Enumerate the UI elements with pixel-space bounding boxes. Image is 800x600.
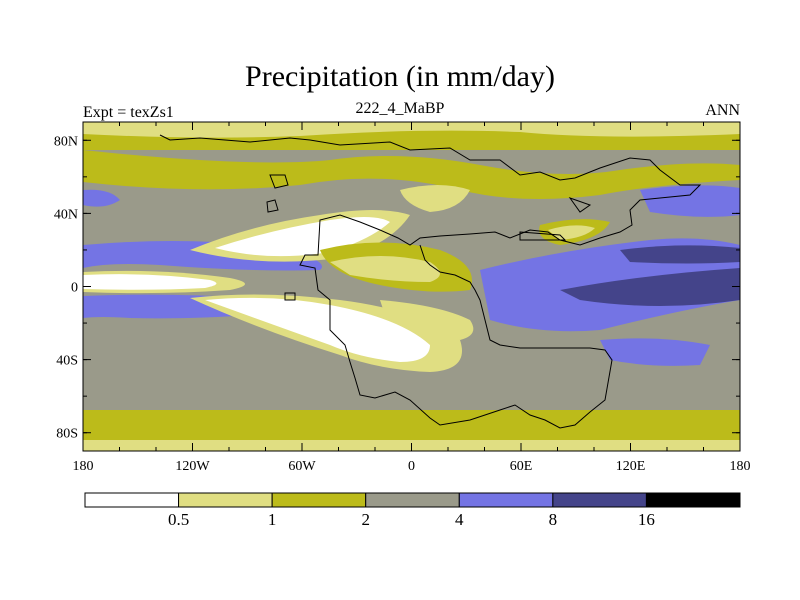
x-tick-label: 180 [730, 459, 751, 474]
y-tick-label: 80N [54, 134, 78, 149]
x-tick-label: 0 [408, 459, 415, 474]
experiment-label: Expt = texZs1 [83, 104, 174, 121]
kuroshio-wet [640, 185, 740, 217]
island-outline-3 [284, 292, 296, 301]
island-outline-2 [266, 199, 279, 213]
south-pacific-wet [600, 338, 710, 366]
sh-desert [205, 297, 430, 362]
colorbar: 0.5 1 2 4 8 16 [84, 492, 741, 529]
season-label: ANN [705, 102, 740, 119]
supercontinent-outline [159, 134, 702, 429]
island-outline-4 [568, 197, 592, 213]
continent-outlines [159, 134, 702, 429]
y-tick-label: 80S [56, 427, 78, 442]
asia-desert [548, 225, 595, 240]
gulf-wet [83, 189, 120, 207]
x-tick-label: 120E [616, 459, 646, 474]
colorbar-swatch [365, 492, 460, 508]
high-lat-dry [400, 185, 470, 212]
x-tick-label: 180 [73, 459, 94, 474]
island-outline-1 [269, 174, 289, 189]
map-title: Precipitation (in mm/day) [245, 60, 555, 93]
colorbar-swatch [84, 492, 180, 508]
colorbar-label: 4 [455, 510, 464, 529]
colorbar-label: 8 [549, 510, 558, 529]
y-tick-label: 40S [56, 354, 78, 369]
colorbar-label: 1 [268, 510, 277, 529]
x-tick-label: 60E [510, 459, 533, 474]
colorbar-swatch [458, 492, 554, 508]
colorbar-swatch [645, 492, 741, 508]
x-tick-label: 120W [175, 459, 210, 474]
inland-sea-outline [519, 231, 567, 241]
colorbar-label: 2 [361, 510, 370, 529]
colorbar-swatch [552, 492, 647, 508]
x-tick-label: 60W [288, 459, 316, 474]
indian-core [620, 245, 740, 264]
equatorial-dry [83, 274, 217, 290]
warm-pool-core [560, 268, 740, 306]
period-label: 222_4_MaBP [355, 100, 445, 117]
colorbar-swatch [178, 492, 273, 508]
nh-storm-band [83, 150, 740, 199]
colorbar-label: 16 [638, 510, 655, 529]
africa-dry [380, 300, 474, 340]
axis-layer: 180 120W 60W 0 60E 120E 180 80N 40N 0 40S 80S [54, 122, 751, 474]
colorbar-swatch [271, 492, 367, 508]
y-tick-label: 0 [71, 281, 78, 296]
colorbar-label: 0.5 [168, 510, 189, 529]
y-tick-label: 40N [54, 207, 78, 222]
continent-dry [330, 256, 440, 282]
